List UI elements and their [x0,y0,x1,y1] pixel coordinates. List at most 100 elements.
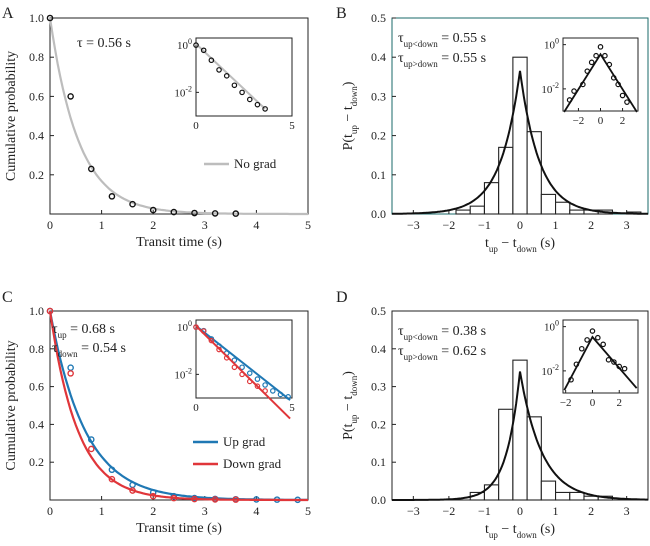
data-point [67,370,74,377]
inset-data-point [223,73,230,79]
inset-data-point [269,388,276,394]
inset-y-tick-exp: 0 [188,319,192,328]
legend-label: Down grad [223,456,282,471]
inset-y-tick-base: 10 [177,322,189,334]
tau-annotation-part: up>down [404,352,439,362]
x-tick-label: 4 [253,504,259,518]
histogram-bar [555,491,571,501]
x-tick-label: −3 [407,504,420,518]
data-point [191,495,198,503]
x-axis-label-part: − t [498,522,517,537]
inset-data-point [216,346,222,353]
inset-data-point [621,365,628,372]
tau-annotation: τ = 0.56 s [77,36,131,51]
inset-data-point [216,67,222,73]
inset-data-point [193,324,199,330]
x-tick-label: 1 [553,218,559,232]
histogram-bar [569,209,585,215]
inset-data-point [246,370,253,376]
panel-letter-b: B [336,5,347,22]
inset-data-point [605,357,612,363]
y-axis-label-part: down [349,86,359,106]
inset-y-tick-label: 10-2 [541,363,559,378]
data-point [170,494,178,502]
inset-x-tick-label: −2 [560,397,572,409]
inset-data-point [262,106,268,112]
histogram-bar [483,484,500,501]
inset-y-tick-label: 100 [177,319,192,334]
x-tick-label: 2 [150,218,156,232]
y-tick-label: 0.4 [371,342,386,356]
inset-x-tick-label: 5 [289,120,295,132]
x-axis-label: tup − tdown (s) [485,522,555,540]
inset-x-tick-label: 2 [620,115,626,127]
data-point [211,210,219,217]
inset-x-tick-label: 0 [193,402,199,414]
inset-data-point [254,101,261,108]
panel-d: −3 −2 −1 0 1 2 3 0.0 0.1 0.2 0.3 0.4 0.5 tup − tdown … [341,304,649,540]
inset-data-point [593,52,599,59]
panel-b: −3 −2 −1 0 1 2 3 0.0 0.1 0.2 0.3 0.4 0.5 tup − tdown … [341,11,649,254]
inset-y-tick-base: 10 [174,369,186,381]
legend-label: No grad [234,156,277,171]
x-axis-label: Transit time (s) [136,235,222,250]
tau-annotation-part: = 0.62 s [438,344,486,359]
legend-label: Up grad [223,434,266,449]
inset-x-tick-label: 5 [289,402,295,414]
inset-fit-line [195,43,266,110]
inset-data-point [602,52,608,59]
inset-data-point [610,75,617,81]
inset-y-tick-exp: -2 [552,81,559,90]
histogram-bar [498,146,514,215]
tau-annotation-part: = 0.68 s [67,322,115,337]
inset-y-tick-label: 100 [177,37,192,52]
histogram-bar [526,416,542,501]
plot-frame [49,17,309,215]
x-tick-label: 1 [99,218,105,232]
inset-data-point [619,92,626,99]
tau-annotation-part: = 0.38 s [438,324,486,339]
inset-data-point [566,97,573,103]
data-point [108,466,116,474]
tau-annotation-upltdown: τup<down = 0.55 s [398,31,486,49]
x-tick-label: −2 [442,218,455,232]
data-point [129,487,136,494]
inset-data-point [573,361,580,368]
inset-data-point [239,371,245,378]
inset-data-point [223,355,230,361]
x-axis-label-part: down [517,530,537,540]
y-tick-label: 0.4 [371,50,386,64]
inset-data-point [246,378,253,385]
x-axis-label-part: (s) [537,522,556,537]
inset-x-tick-label: 0 [598,115,604,127]
inset-y-tick-base: 10 [177,40,189,52]
inset-y-tick-exp: 0 [555,319,559,328]
panel-a: 0 1 2 3 4 5 0.2 0.4 0.6 0.8 1.0 Transit time (s) Cum… [4,11,311,250]
y-tick-label: 0.4 [29,129,44,143]
data-point [232,210,240,217]
inset-y-tick-exp: 0 [188,37,192,46]
inset-data-point [600,341,606,348]
inset-data-point [611,359,617,365]
data-point [129,200,136,208]
inset-y-tick-label: 10-2 [174,366,192,381]
x-axis-label-part: up [489,244,499,254]
inset-y-tick-exp: 0 [555,37,559,46]
inset-y-tick-base: 10 [541,366,553,378]
inset-data-point [262,382,268,388]
inset-y-tick-exp: -2 [185,366,192,375]
fit-curve-down-grad [48,310,308,502]
inset-data-point [584,337,590,343]
y-axis-label: Cumulative probability [4,340,19,470]
histogram-bar [455,209,471,215]
y-axis-label-part: up [349,414,359,424]
y-axis-label-part: − t [341,396,356,415]
inset-y-tick-exp: -2 [185,84,192,93]
inset-data-point [246,96,253,103]
tau-annotation-part: = 0.54 s [78,341,126,356]
x-tick-label: 3 [624,218,630,232]
y-axis-label-part: ) [341,81,356,86]
tau-annotation-part: up<down [404,332,439,342]
inset-y-tick-base: 10 [174,87,186,99]
inset-data-point [262,388,268,394]
